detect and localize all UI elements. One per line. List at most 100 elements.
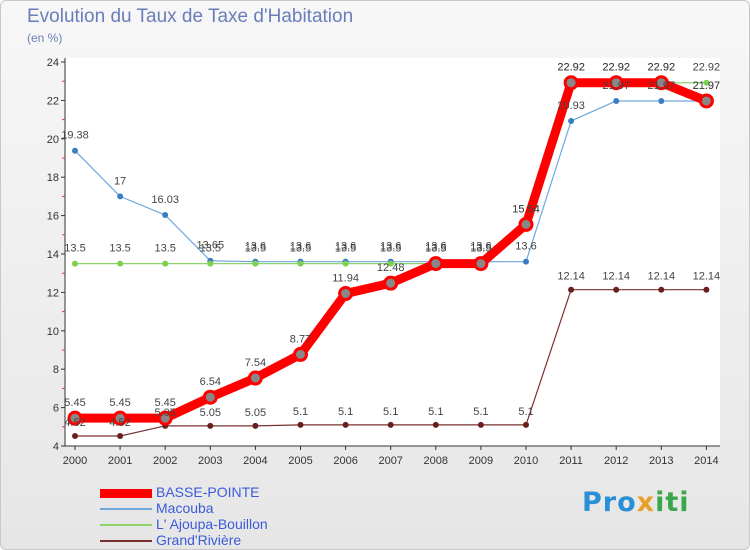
y-tick-label: 10 [47, 326, 59, 338]
data-label: 5.05 [245, 407, 266, 419]
data-point [202, 389, 218, 405]
x-tick-label: 2011 [559, 455, 583, 467]
data-point [157, 410, 173, 426]
data-label: 22.92 [693, 62, 721, 74]
data-label: 13.6 [290, 241, 311, 253]
data-label: 17 [114, 175, 126, 187]
data-label: 22.92 [557, 62, 585, 74]
data-label: 5.05 [200, 407, 221, 419]
legend-label: Grand'Rivière [156, 532, 242, 548]
x-tick-label: 2014 [694, 455, 718, 467]
data-label: 21.97 [602, 80, 630, 92]
data-label: 6.54 [200, 376, 221, 388]
data-label: 4.52 [64, 417, 85, 429]
x-tick-label: 2003 [198, 455, 222, 467]
data-point [207, 260, 214, 267]
y-tick-label: 12 [47, 287, 59, 299]
legend-label: L' Ajoupa-Bouillon [156, 516, 268, 532]
data-point [162, 260, 169, 267]
x-tick-label: 2000 [63, 455, 87, 467]
x-tick-label: 2002 [153, 455, 177, 467]
chart-subtitle: (en %) [27, 31, 63, 45]
proxiti-logo: Proxiti [582, 487, 690, 518]
legend-label: BASSE-POINTE [156, 484, 260, 500]
data-point [613, 97, 620, 104]
data-label: 12.14 [602, 271, 630, 283]
data-label: 22.92 [648, 62, 676, 74]
data-point [247, 370, 263, 386]
data-label: 5.1 [338, 406, 353, 418]
data-label: 12.14 [693, 271, 721, 283]
data-point [207, 422, 214, 429]
data-label: 20.93 [557, 100, 585, 112]
x-tick-label: 2010 [514, 455, 538, 467]
data-point [383, 275, 399, 291]
x-tick-label: 2004 [243, 455, 267, 467]
logo-part-1: Pro [582, 487, 637, 518]
data-label: 13.6 [515, 241, 536, 253]
x-tick-label: 2006 [333, 455, 357, 467]
data-label: 13.5 [470, 243, 491, 255]
data-label: 21.97 [648, 80, 676, 92]
data-label: 13.5 [335, 243, 356, 255]
y-tick-label: 16 [47, 211, 59, 223]
y-tick-label: 8 [53, 364, 59, 376]
data-label: 11.94 [332, 273, 359, 285]
y-tick-label: 4 [53, 441, 59, 453]
data-label: 5.45 [154, 397, 175, 409]
data-label: 22.92 [557, 62, 585, 74]
data-label: 13.5 [290, 243, 311, 255]
x-tick-label: 2007 [378, 455, 402, 467]
x-tick-label: 2008 [424, 455, 448, 467]
data-point [67, 410, 83, 426]
data-point [428, 256, 444, 272]
data-label: 4.52 [109, 417, 130, 429]
data-point [72, 260, 78, 267]
data-label: 8.77 [290, 333, 311, 345]
data-label: 5.1 [428, 406, 443, 418]
data-label: 13.5 [245, 243, 266, 255]
data-point [72, 433, 78, 440]
legend-swatch [100, 524, 152, 526]
data-point [658, 286, 665, 293]
data-point [117, 260, 124, 267]
data-point [342, 260, 349, 267]
data-label: 5.1 [383, 406, 398, 418]
y-tick-label: 18 [47, 172, 59, 184]
data-point [117, 193, 124, 200]
data-point [653, 75, 669, 91]
data-label: 5.1 [473, 406, 488, 418]
plot-area [65, 58, 720, 446]
data-point [342, 421, 349, 428]
data-label: 21.97 [693, 80, 721, 92]
data-label: 22.92 [602, 62, 630, 74]
legend-swatch [100, 508, 152, 510]
data-label: 13.5 [425, 243, 446, 255]
data-label: 22.92 [602, 62, 630, 74]
data-label: 7.54 [245, 357, 266, 369]
data-label: 13.5 [109, 243, 130, 255]
data-point [568, 117, 575, 124]
data-label: 13.5 [154, 243, 175, 255]
x-tick-label: 2005 [288, 455, 312, 467]
x-tick-label: 2009 [469, 455, 493, 467]
data-point [703, 79, 710, 86]
x-tick-label: 2013 [649, 455, 673, 467]
data-point [477, 421, 484, 428]
legend-swatch [100, 488, 152, 498]
data-label: 5.1 [293, 406, 308, 418]
y-tick-label: 24 [47, 57, 59, 69]
data-point [523, 258, 529, 265]
data-label: 5.45 [109, 397, 130, 409]
data-label: 13.5 [470, 243, 491, 255]
data-point [297, 421, 304, 428]
y-tick-label: 14 [47, 249, 59, 261]
data-label: 22.92 [648, 62, 676, 74]
data-point [432, 421, 439, 428]
data-label: 13.65 [197, 240, 225, 252]
data-point [112, 410, 128, 426]
data-point [72, 147, 78, 154]
data-label: 12.14 [557, 271, 585, 283]
data-label: 5.1 [518, 406, 533, 418]
data-label: 13.5 [425, 243, 446, 255]
